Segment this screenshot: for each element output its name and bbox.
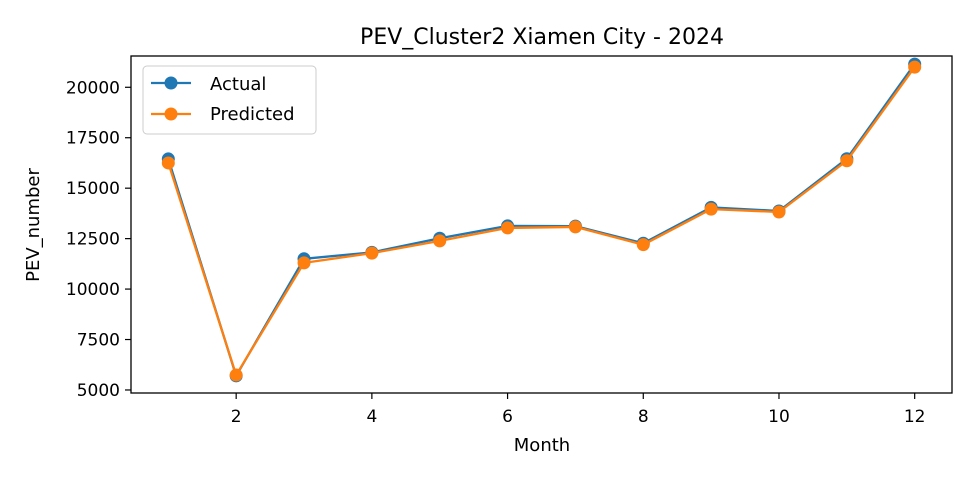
x-axis: 2 4 6 8 10 12 [231,393,926,427]
predicted-point [840,154,854,168]
predicted-point [772,205,786,219]
y-tick-label: 7500 [77,331,120,351]
x-tick-label: 8 [638,407,649,427]
predicted-point [501,221,515,235]
legend-actual-label: Actual [210,74,266,95]
legend-actual-marker [164,76,178,90]
y-tick-label: 10000 [66,280,120,300]
legend-predicted-label: Predicted [210,104,295,125]
x-tick-label: 4 [366,407,377,427]
chart-title: PEV_Cluster2 Xiamen City - 2024 [360,25,724,50]
x-tick-label: 12 [904,407,926,427]
predicted-series-line [167,65,916,377]
predicted-point [636,238,650,252]
y-tick-label: 17500 [66,129,120,149]
predicted-point [704,202,718,216]
legend: Actual Predicted [142,65,317,135]
predicted-point [229,368,243,382]
predicted-point [433,234,447,248]
y-tick-label: 12500 [66,230,120,250]
x-tick-label: 6 [502,407,513,427]
legend-predicted-marker [164,107,178,121]
predicted-point [568,220,582,234]
y-axis-label: PEV_number [23,168,44,282]
series-layer [161,57,922,383]
predicted-point [161,156,175,170]
y-tick-label: 5000 [77,381,120,401]
predicted-point [365,246,379,260]
predicted-point [908,60,922,74]
x-tick-label: 10 [768,407,790,427]
y-tick-label: 15000 [66,179,120,199]
predicted-point [297,256,311,270]
x-axis-label: Month [514,435,570,456]
y-axis: 5000 7500 10000 12500 15000 17500 20000 [66,78,131,401]
x-tick-label: 2 [231,407,242,427]
y-tick-label: 20000 [66,78,120,98]
